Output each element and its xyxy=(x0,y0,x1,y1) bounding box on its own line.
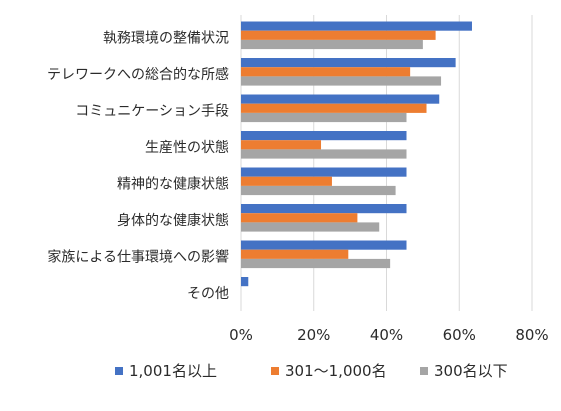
category-label: 身体的な健康状態 xyxy=(117,212,229,229)
bar xyxy=(241,222,380,232)
bars xyxy=(241,21,472,287)
legend-swatch xyxy=(115,367,123,375)
legend-label: 301～1,000名 xyxy=(285,362,387,380)
category-label: テレワークへの総合的な所感 xyxy=(47,66,229,83)
bar xyxy=(241,204,407,214)
bar xyxy=(241,140,322,150)
legend-label: 300名以下 xyxy=(434,362,508,380)
category-label: 家族による仕事環境への影響 xyxy=(47,248,229,265)
bar xyxy=(241,112,407,123)
bar xyxy=(241,249,349,259)
bar xyxy=(241,67,411,77)
bar xyxy=(241,167,407,177)
bar xyxy=(241,76,442,86)
category-label: 精神的な健康状態 xyxy=(117,175,229,192)
bar xyxy=(241,176,332,186)
legend-swatch xyxy=(420,367,428,375)
bar xyxy=(241,30,436,40)
category-label: その他 xyxy=(187,286,229,302)
bar xyxy=(241,185,396,196)
bar xyxy=(241,240,407,250)
x-tick-label: 20% xyxy=(297,326,330,344)
bar xyxy=(241,258,391,269)
bar xyxy=(241,103,427,113)
x-tick-label: 80% xyxy=(515,326,548,344)
category-labels: 執務環境の整備状況テレワークへの総合的な所感コミュニケーション手段生産性の状態精… xyxy=(47,30,229,302)
bar xyxy=(241,131,407,141)
bar xyxy=(241,277,249,287)
bar xyxy=(241,94,440,104)
legend-label: 1,001名以上 xyxy=(129,362,217,380)
category-label: 執務環境の整備状況 xyxy=(103,30,229,46)
bar xyxy=(241,39,423,50)
bar xyxy=(241,149,407,159)
legend: 1,001名以上 301～1,000名 300名以下 xyxy=(115,362,508,380)
category-label: コミュニケーション手段 xyxy=(75,103,229,119)
category-label: 生産性の状態 xyxy=(145,140,229,156)
legend-swatch xyxy=(271,367,279,375)
x-tick-label: 0% xyxy=(229,326,253,344)
bar xyxy=(241,58,456,68)
bar xyxy=(241,213,358,223)
x-tick-label: 60% xyxy=(443,326,476,344)
x-tick-labels: 0% 20% 40% 60% 80% xyxy=(229,326,549,344)
x-tick-label: 40% xyxy=(370,326,403,344)
bar xyxy=(241,21,472,31)
